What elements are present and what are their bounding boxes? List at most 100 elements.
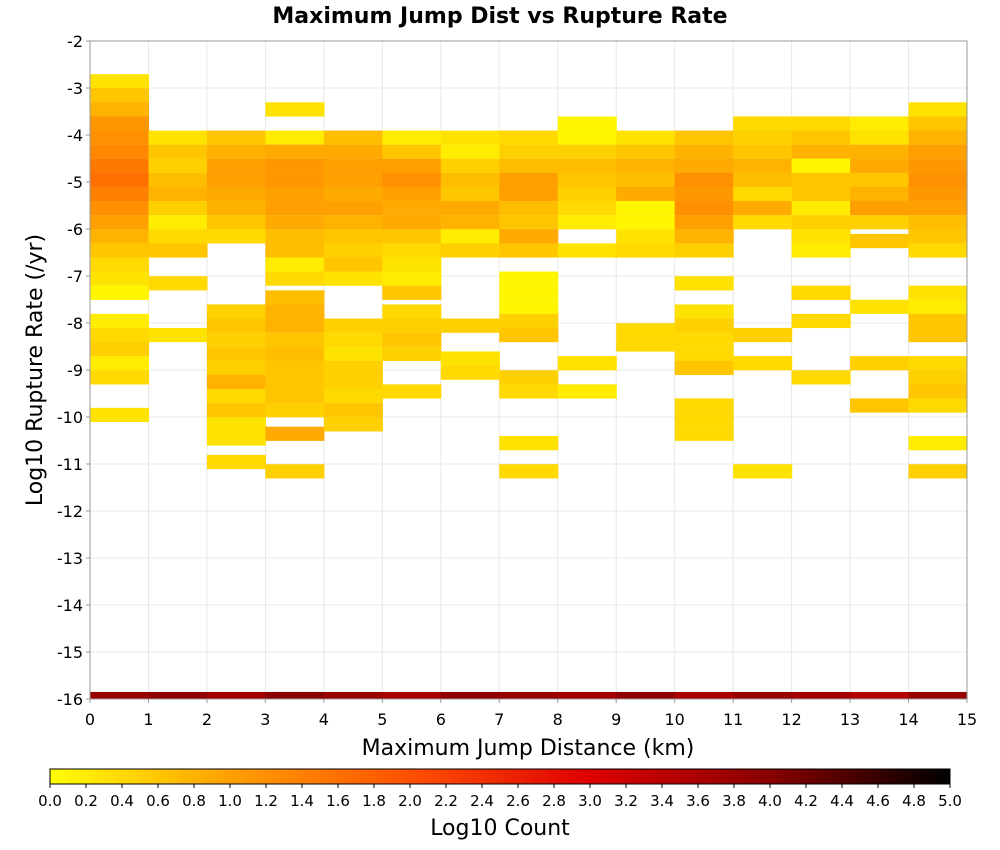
heatmap-cell <box>850 172 910 188</box>
heatmap-cell <box>265 102 325 117</box>
heatmap-cell-bottom <box>148 691 208 699</box>
heatmap-cell <box>674 243 734 258</box>
heatmap-cell <box>557 172 617 188</box>
colorbar-tick-label: 2.8 <box>542 792 566 810</box>
x-tick-label: 0 <box>85 710 95 729</box>
y-tick-label: -12 <box>57 502 83 521</box>
heatmap-cell <box>674 346 734 361</box>
heatmap-cell <box>265 290 325 305</box>
heatmap-cell <box>791 186 851 202</box>
heatmap-cell <box>850 158 910 173</box>
heatmap-cell <box>206 403 266 418</box>
heatmap-cell <box>206 374 266 390</box>
heatmap-cell <box>382 285 442 300</box>
colorbar-ticks: 0.0 0.2 0.4 0.6 0.8 1.0 1.2 1.4 1.6 1.8 2.0 2.2 2.4 2… <box>38 784 962 810</box>
heatmap-cell <box>90 201 150 216</box>
y-tick-label: -3 <box>67 79 83 98</box>
heatmap-cell-bottom <box>908 691 968 699</box>
heatmap-cell <box>791 116 851 131</box>
heatmap-cell <box>733 215 793 230</box>
heatmap-cell <box>90 342 150 357</box>
heatmap-cell <box>206 144 266 159</box>
heatmap-cell <box>323 229 383 244</box>
chart-title: Maximum Jump Dist vs Rupture Rate <box>272 4 727 29</box>
heatmap-cell <box>382 304 442 319</box>
heatmap-cell <box>499 313 559 329</box>
heatmap-cell <box>733 158 793 173</box>
heatmap-cell <box>616 130 676 145</box>
heatmap-cell <box>791 172 851 188</box>
x-axis-ticks: 0 1 2 3 4 5 6 7 8 9 10 11 12 13 14 15 <box>85 699 977 729</box>
colorbar-tick-label: 4.0 <box>758 792 782 810</box>
heatmap-cell <box>850 186 910 202</box>
heatmap-cell <box>733 464 793 479</box>
heatmap-cell <box>791 215 851 230</box>
heatmap-cell-bottom <box>382 691 442 699</box>
heatmap-cell <box>791 313 851 329</box>
heatmap-cell <box>908 370 968 385</box>
y-tick-label: -13 <box>57 549 83 568</box>
heatmap-cell <box>148 144 208 159</box>
heatmap-cell <box>908 313 968 329</box>
colorbar-tick-label: 1.4 <box>290 792 314 810</box>
heatmap-cell <box>908 215 968 230</box>
heatmap-cell <box>674 398 734 413</box>
heatmap-cell <box>323 130 383 145</box>
heatmap-cell <box>499 215 559 230</box>
x-tick-label: 2 <box>202 710 212 729</box>
heatmap-cell-bottom <box>733 691 793 699</box>
heatmap-cell <box>90 271 150 286</box>
heatmap-cell <box>206 130 266 145</box>
heatmap-cell <box>499 384 559 399</box>
heatmap-cell <box>148 327 208 343</box>
y-tick-label: -9 <box>67 361 83 380</box>
heatmap-cell <box>265 374 325 390</box>
heatmap-cell <box>206 318 266 333</box>
heatmap-cell <box>557 243 617 258</box>
heatmap-cell <box>382 318 442 333</box>
heatmap-cell <box>499 172 559 188</box>
heatmap-cell <box>616 337 676 352</box>
heatmap-cell <box>90 356 150 371</box>
x-tick-label: 6 <box>436 710 446 729</box>
heatmap-cell <box>90 243 150 258</box>
heatmap-cell <box>265 389 325 404</box>
heatmap-cell <box>206 431 266 446</box>
heatmap-cell <box>323 346 383 361</box>
heatmap-cell <box>616 186 676 202</box>
heatmap-cell <box>90 229 150 244</box>
heatmap-cell <box>382 332 442 347</box>
y-tick-label: -15 <box>57 643 83 662</box>
heatmap-cell <box>265 257 325 272</box>
heatmap-cell <box>265 426 325 441</box>
heatmap-cell <box>265 271 325 286</box>
heatmap-cell <box>382 215 442 230</box>
heatmap-cell <box>733 130 793 145</box>
heatmap-cell-bottom <box>850 691 910 699</box>
heatmap-cell <box>323 374 383 390</box>
colorbar-tick-label: 4.6 <box>866 792 890 810</box>
heatmap-cell <box>382 257 442 272</box>
heatmap-cell <box>323 389 383 404</box>
heatmap-cell <box>674 144 734 159</box>
heatmap-cell <box>440 318 500 333</box>
heatmap-cell <box>90 130 150 145</box>
heatmap-cell <box>265 304 325 319</box>
heatmap-cell <box>733 356 793 371</box>
heatmap-cell <box>323 186 383 202</box>
heatmap-cell <box>206 389 266 404</box>
heatmap-cell <box>265 201 325 216</box>
y-axis-label: Log10 Rupture Rate (/yr) <box>23 234 48 506</box>
heatmap-cell <box>674 332 734 347</box>
heatmap-cell <box>674 130 734 145</box>
heatmap-cells <box>90 74 968 699</box>
heatmap-cell <box>499 327 559 343</box>
heatmap-cell <box>90 327 150 343</box>
heatmap-cell-bottom <box>674 691 734 699</box>
y-tick-label: -8 <box>67 314 83 333</box>
heatmap-cell <box>674 360 734 376</box>
heatmap-cell <box>440 351 500 366</box>
heatmap-cell <box>440 186 500 202</box>
heatmap-cell <box>382 271 442 286</box>
